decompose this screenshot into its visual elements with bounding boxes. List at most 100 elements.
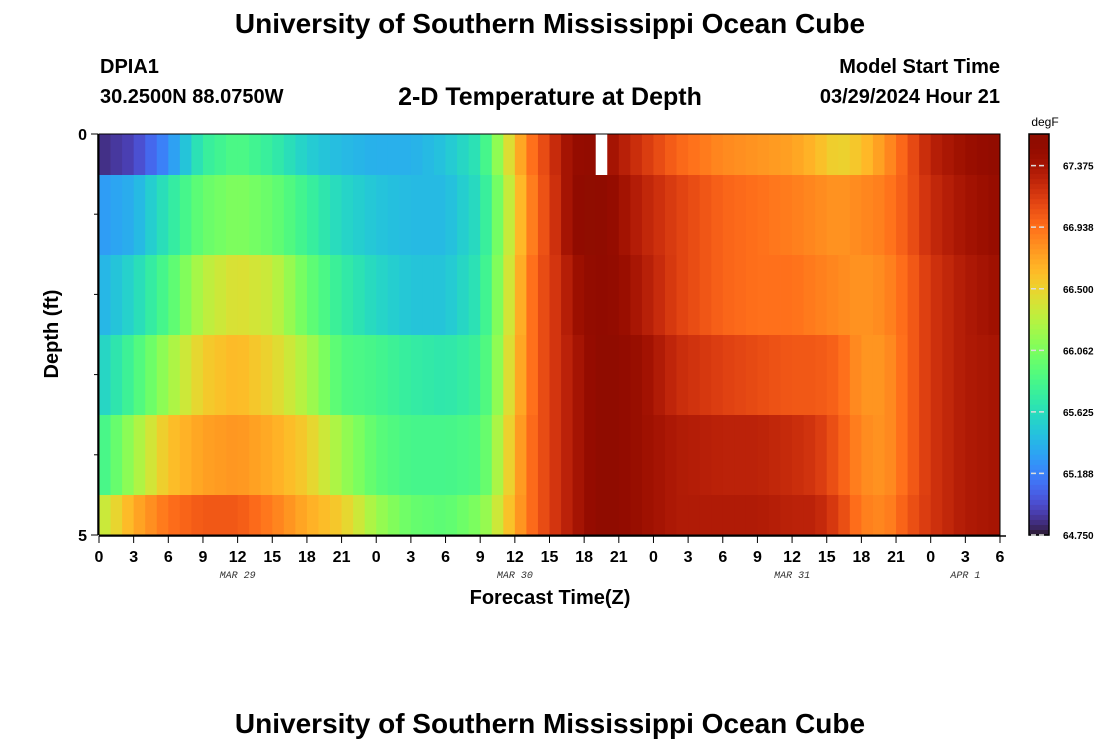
heatmap-cell	[803, 175, 816, 255]
heatmap-cell	[399, 255, 412, 335]
heatmap-cell	[607, 175, 620, 255]
colorbar-swatch	[1029, 369, 1049, 376]
heatmap-cell	[595, 335, 608, 415]
heatmap-cell	[780, 255, 793, 335]
x-tick-label: 21	[333, 549, 351, 566]
heatmap-cell	[965, 415, 978, 495]
colorbar-swatch	[1029, 394, 1049, 401]
heatmap-cell	[722, 255, 735, 335]
heatmap-cell	[641, 495, 654, 535]
heatmap-cell	[815, 415, 828, 495]
heatmap-cell	[422, 415, 435, 495]
heatmap-cell	[976, 335, 989, 415]
heatmap-cell	[537, 495, 550, 535]
heatmap-cell	[318, 335, 331, 415]
heatmap-cell	[191, 134, 204, 175]
heatmap-cell	[745, 495, 758, 535]
heatmap-cell	[965, 175, 978, 255]
heatmap-cell	[884, 255, 897, 335]
heatmap-cell	[399, 335, 412, 415]
heatmap-cell	[768, 415, 781, 495]
heatmap-cell	[226, 335, 239, 415]
station-coordinates: 30.2500N 88.0750W	[100, 86, 284, 108]
heatmap-cell	[676, 415, 689, 495]
heatmap-cell	[156, 495, 169, 535]
heatmap-cell	[965, 495, 978, 535]
x-tick-label: 3	[961, 549, 970, 566]
colorbar-swatch	[1029, 194, 1049, 200]
heatmap-cell	[422, 255, 435, 335]
heatmap-cell	[907, 335, 920, 415]
colorbar-swatch	[1029, 244, 1049, 250]
heatmap-cell	[849, 175, 862, 255]
colorbar-swatch	[1029, 239, 1049, 245]
heatmap-cell	[156, 335, 169, 415]
heatmap-cell	[168, 175, 181, 255]
heatmap-cell	[191, 415, 204, 495]
footer-title: University of Southern Mississippi Ocean…	[234, 708, 866, 739]
colorbar-swatch	[1029, 484, 1049, 491]
heatmap-cell	[191, 495, 204, 535]
heatmap-cell	[607, 134, 620, 175]
heatmap-cells	[98, 133, 1001, 536]
heatmap-cell	[907, 415, 920, 495]
heatmap-cell	[214, 335, 227, 415]
colorbar-swatch	[1029, 174, 1049, 180]
heatmap-cell	[202, 495, 215, 535]
heatmap-cell	[988, 495, 1001, 535]
heatmap-cell	[457, 175, 470, 255]
heatmap-cell	[387, 415, 400, 495]
heatmap-cell	[584, 134, 597, 175]
heatmap-cell	[942, 495, 955, 535]
heatmap-cell	[618, 175, 631, 255]
heatmap-cell	[122, 255, 135, 335]
x-axis-title: Forecast Time(Z)	[470, 587, 631, 609]
heatmap-cell	[861, 175, 874, 255]
heatmap-cell	[826, 175, 839, 255]
heatmap-cell	[226, 495, 239, 535]
colorbar-swatch	[1029, 324, 1049, 331]
heatmap-cell	[226, 134, 239, 175]
heatmap-cell	[249, 255, 262, 335]
colorbar-swatch	[1029, 339, 1049, 346]
heatmap-cell	[561, 495, 573, 535]
x-tick-label: 6	[164, 549, 173, 566]
heatmap-cell	[976, 175, 989, 255]
x-tick-label: 15	[263, 549, 281, 566]
heatmap-cell	[526, 255, 539, 335]
heatmap-cell	[376, 134, 389, 175]
heatmap-cell	[953, 495, 966, 535]
x-tick-label: 15	[541, 549, 559, 566]
heatmap-cell	[803, 415, 816, 495]
heatmap-cell	[260, 495, 273, 535]
heatmap-cell	[965, 255, 978, 335]
heatmap-cell	[953, 175, 966, 255]
heatmap-cell	[491, 335, 504, 415]
heatmap-cell	[514, 175, 527, 255]
colorbar-swatch	[1029, 259, 1049, 265]
colorbar-swatch	[1029, 209, 1049, 215]
x-tick-label: 21	[887, 549, 905, 566]
heatmap-cell	[768, 175, 781, 255]
colorbar: 67.375 66.938 66.500 66.062 65.625 65.188 64.7…	[1028, 133, 1094, 542]
heatmap-cell	[457, 415, 470, 495]
heatmap-cell	[665, 335, 677, 415]
heatmap-cell	[410, 255, 423, 335]
x-tick-label: 9	[753, 549, 762, 566]
heatmap-cell	[179, 335, 192, 415]
colorbar-tick-label: 66.062	[1063, 346, 1094, 357]
heatmap-cell	[976, 255, 989, 335]
heatmap-cell	[399, 175, 412, 255]
heatmap-cell	[514, 255, 527, 335]
heatmap-cell	[445, 335, 458, 415]
heatmap-cell	[653, 134, 666, 175]
heatmap-cell	[99, 175, 111, 255]
heatmap-cell	[838, 134, 851, 175]
heatmap-cell	[988, 335, 1001, 415]
heatmap-cell	[526, 335, 539, 415]
heatmap-cell	[688, 134, 701, 175]
heatmap-cell	[907, 175, 920, 255]
heatmap-cell	[306, 255, 319, 335]
heatmap-cell	[884, 175, 897, 255]
heatmap-cell	[133, 335, 146, 415]
